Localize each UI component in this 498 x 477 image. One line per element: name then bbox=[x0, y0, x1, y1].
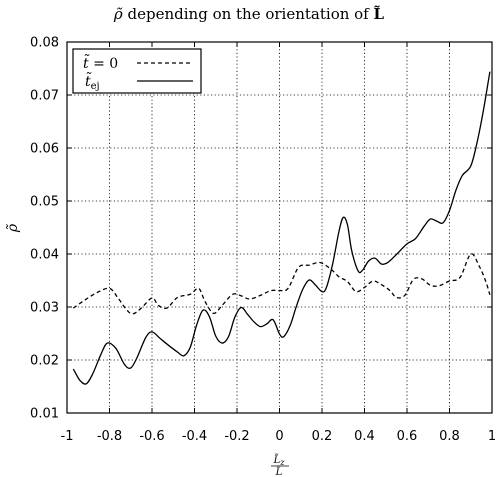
y-axis-label: ρ̃ bbox=[5, 223, 21, 233]
x-axis-label-denominator: L̃ bbox=[275, 466, 283, 477]
legend-entry-label-rest: = 0 bbox=[89, 56, 119, 72]
x-tick-label: -0.6 bbox=[139, 429, 164, 444]
y-tick-label: 0.06 bbox=[30, 142, 59, 157]
legend: t̃ = 0 t̃ej bbox=[72, 48, 202, 94]
chart-title-middle: depending on the orientation of bbox=[123, 5, 374, 23]
y-tick-label: 0.03 bbox=[30, 301, 59, 316]
x-tick-label: 0.8 bbox=[439, 429, 460, 444]
chart-title-prefix: ρ̃ bbox=[113, 5, 123, 23]
x-tick-label: -0.8 bbox=[97, 429, 122, 444]
legend-box bbox=[72, 48, 202, 94]
x-tick-label: 0.6 bbox=[397, 429, 418, 444]
legend-entry-label: t̃ej bbox=[85, 71, 100, 92]
x-axis-label-numerator-sub: z bbox=[279, 458, 285, 467]
x-tick-label: -0.2 bbox=[224, 429, 249, 444]
legend-entry-label-main: t̃ bbox=[85, 71, 92, 90]
series-layer bbox=[72, 71, 491, 385]
x-axis-label-numerator: L̃z bbox=[273, 454, 286, 467]
y-tick-label: 0.08 bbox=[30, 36, 59, 51]
x-tick-label: -0.4 bbox=[182, 429, 207, 444]
series-line-tej bbox=[72, 71, 491, 385]
x-axis-label: L̃z L̃ bbox=[271, 454, 289, 477]
y-tick-label: 0.04 bbox=[30, 248, 59, 263]
chart-title: ρ̃ depending on the orientation of L̃ bbox=[113, 5, 385, 23]
legend-entry-label-sub: ej bbox=[91, 81, 100, 92]
legend-entry-label-main: t̃ bbox=[83, 53, 90, 72]
y-tick-label: 0.02 bbox=[30, 354, 59, 369]
x-tick-label: 0.4 bbox=[354, 429, 375, 444]
grid bbox=[67, 42, 492, 413]
legend-entry-label: t̃ = 0 bbox=[83, 53, 118, 72]
x-axis-label-numerator-main: L̃ bbox=[273, 454, 281, 466]
y-tick-label: 0.01 bbox=[30, 407, 59, 422]
x-tick-label: 0 bbox=[275, 429, 283, 444]
y-tick-label: 0.05 bbox=[30, 195, 59, 210]
series-line-t0 bbox=[73, 253, 491, 315]
y-tick-label: 0.07 bbox=[30, 89, 59, 104]
axis-ticks: -1 -0.8 -0.6 -0.4 -0.2 0 0.2 0.4 0.6 0.8 1 0.01 0.02… bbox=[30, 36, 496, 445]
chart-title-suffix: L̃ bbox=[374, 5, 385, 23]
x-tick-label: 1 bbox=[488, 429, 496, 444]
x-tick-label: 0.2 bbox=[312, 429, 333, 444]
x-tick-label: -1 bbox=[61, 429, 74, 444]
